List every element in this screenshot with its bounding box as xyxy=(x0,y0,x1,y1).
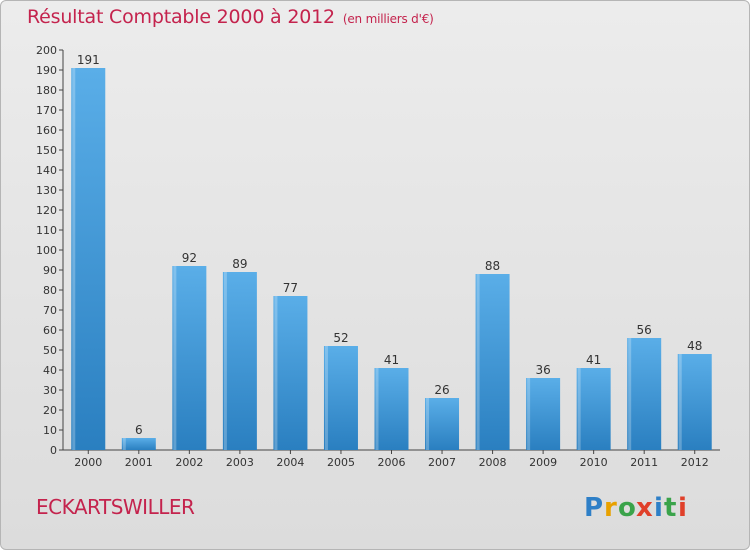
y-tick-label: 50 xyxy=(43,344,57,357)
bar-2006 xyxy=(374,368,409,450)
y-tick-label: 20 xyxy=(43,404,57,417)
logo-letter: P xyxy=(584,493,603,523)
bar-highlight xyxy=(628,338,632,450)
bar-2008 xyxy=(475,274,510,450)
x-tick-label-2010: 2010 xyxy=(580,456,608,469)
x-tick-label-2007: 2007 xyxy=(428,456,456,469)
bar-highlight xyxy=(527,378,531,450)
bar-2003 xyxy=(222,272,257,450)
y-tick-label: 0 xyxy=(50,444,57,457)
logo-letter: x xyxy=(636,493,653,523)
data-label-2001: 6 xyxy=(135,423,143,437)
y-tick-label: 130 xyxy=(36,184,57,197)
data-label-2000: 191 xyxy=(77,53,100,67)
bar-highlight xyxy=(476,274,480,450)
y-tick-label: 10 xyxy=(43,424,57,437)
y-tick-label: 200 xyxy=(36,44,57,57)
bar-2004 xyxy=(273,296,308,450)
x-tick-label-2008: 2008 xyxy=(479,456,507,469)
x-tick-label-2009: 2009 xyxy=(529,456,557,469)
y-tick-label: 100 xyxy=(36,244,57,257)
y-tick-label: 110 xyxy=(36,224,57,237)
bar-highlight xyxy=(173,266,177,450)
y-tick-label: 80 xyxy=(43,284,57,297)
data-label-2007: 26 xyxy=(434,383,449,397)
data-label-2006: 41 xyxy=(384,353,399,367)
x-tick-label-2004: 2004 xyxy=(276,456,304,469)
x-tick-label-2012: 2012 xyxy=(681,456,709,469)
logo-letter: t xyxy=(664,493,676,523)
x-tick-label-2003: 2003 xyxy=(226,456,254,469)
y-tick-label: 170 xyxy=(36,104,57,117)
x-tick-label-2002: 2002 xyxy=(175,456,203,469)
y-tick-label: 190 xyxy=(36,64,57,77)
y-tick-label: 140 xyxy=(36,164,57,177)
bar-highlight xyxy=(678,354,682,450)
x-tick-label-2011: 2011 xyxy=(630,456,658,469)
y-tick-label: 120 xyxy=(36,204,57,217)
bar-2010 xyxy=(576,368,611,450)
y-tick-label: 30 xyxy=(43,384,57,397)
data-label-2008: 88 xyxy=(485,259,500,273)
data-label-2012: 48 xyxy=(687,339,702,353)
y-tick-label: 70 xyxy=(43,304,57,317)
logo-letter: i xyxy=(678,493,687,523)
y-tick-label: 180 xyxy=(36,84,57,97)
data-label-2002: 92 xyxy=(182,251,197,265)
data-label-2010: 41 xyxy=(586,353,601,367)
bar-2005 xyxy=(323,346,358,450)
logo-letter: r xyxy=(604,493,617,523)
logo-letter: i xyxy=(654,493,663,523)
data-label-2004: 77 xyxy=(283,281,298,295)
y-tick-label: 40 xyxy=(43,364,57,377)
bar-highlight xyxy=(223,272,227,450)
data-label-2011: 56 xyxy=(637,323,652,337)
y-tick-label: 60 xyxy=(43,324,57,337)
bar-highlight xyxy=(122,438,126,450)
bar-highlight xyxy=(375,368,379,450)
bar-highlight xyxy=(426,398,430,450)
data-label-2003: 89 xyxy=(232,257,247,271)
x-tick-label-2000: 2000 xyxy=(74,456,102,469)
bar-highlight xyxy=(577,368,581,450)
x-tick-label-2005: 2005 xyxy=(327,456,355,469)
y-tick-label: 150 xyxy=(36,144,57,157)
chart-title: Résultat Comptable 2000 à 2012 (en millie… xyxy=(27,6,434,28)
bar-2011 xyxy=(627,338,662,450)
data-label-2009: 36 xyxy=(535,363,550,377)
bar-highlight xyxy=(274,296,278,450)
commune-name: ECKARTSWILLER xyxy=(36,495,195,519)
bar-2012 xyxy=(677,354,712,450)
y-tick-label: 160 xyxy=(36,124,57,137)
x-tick-label-2006: 2006 xyxy=(378,456,406,469)
data-label-2005: 52 xyxy=(333,331,348,345)
bar-2007 xyxy=(425,398,460,450)
bar-2000 xyxy=(71,68,106,450)
bar-2002 xyxy=(172,266,207,450)
chart-title-text: Résultat Comptable 2000 à 2012 xyxy=(27,6,335,28)
logo-letter: o xyxy=(618,493,636,523)
bar-2001 xyxy=(121,438,156,450)
bar-highlight xyxy=(72,68,76,450)
chart-subtitle: (en milliers d'€) xyxy=(342,12,434,26)
y-tick-label: 90 xyxy=(43,264,57,277)
x-tick-label-2001: 2001 xyxy=(125,456,153,469)
bar-2009 xyxy=(526,378,561,450)
bar-highlight xyxy=(324,346,328,450)
